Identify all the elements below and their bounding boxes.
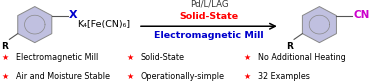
- Text: ★: ★: [2, 53, 9, 62]
- Text: K₄[Fe(CN)₆]: K₄[Fe(CN)₆]: [77, 20, 130, 29]
- Text: ★: ★: [244, 72, 251, 81]
- Text: ★: ★: [127, 72, 134, 81]
- Text: R: R: [2, 42, 8, 51]
- Text: Air and Moisture Stable: Air and Moisture Stable: [16, 72, 110, 81]
- Text: R: R: [286, 42, 293, 51]
- Text: Solid-State: Solid-State: [141, 53, 185, 62]
- Text: ★: ★: [127, 53, 134, 62]
- Text: Electromagnetic Mill: Electromagnetic Mill: [16, 53, 99, 62]
- Text: Pd/L/LAG: Pd/L/LAG: [190, 0, 228, 9]
- Polygon shape: [302, 7, 336, 43]
- Polygon shape: [18, 7, 52, 43]
- Text: ★: ★: [2, 72, 9, 81]
- Text: Electromagnetic Mill: Electromagnetic Mill: [154, 31, 264, 40]
- Text: No Additional Heating: No Additional Heating: [258, 53, 346, 62]
- Text: 32 Examples: 32 Examples: [258, 72, 310, 81]
- Text: Operationally-simple: Operationally-simple: [141, 72, 225, 81]
- Text: Solid-State: Solid-State: [180, 12, 239, 21]
- Text: ★: ★: [244, 53, 251, 62]
- Text: X: X: [69, 10, 78, 20]
- Text: CN: CN: [353, 10, 370, 20]
